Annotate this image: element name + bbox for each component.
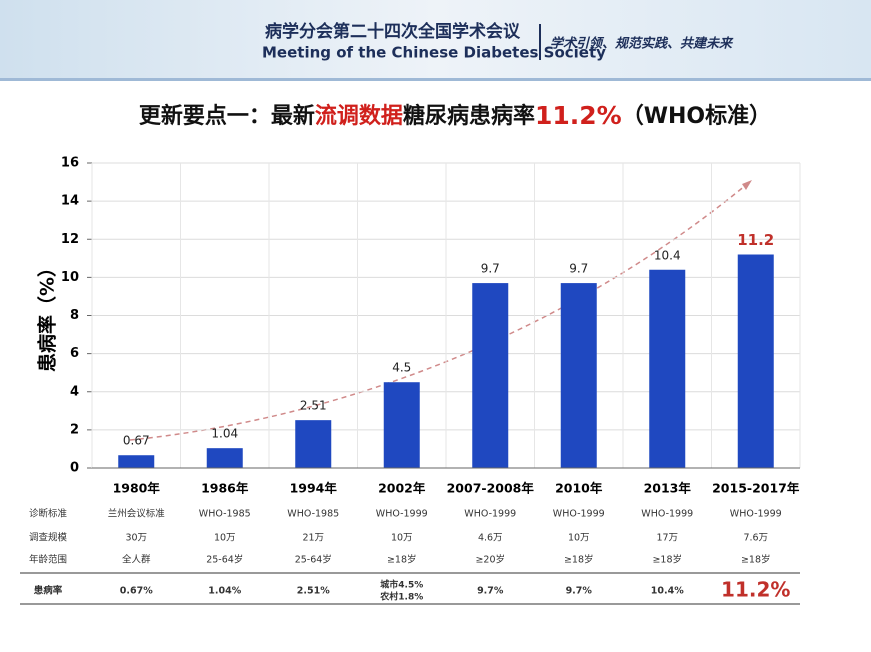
bar <box>118 455 155 468</box>
table-cell: WHO-1999 <box>376 509 428 520</box>
y-tick-label: 0 <box>70 461 79 476</box>
header-band <box>0 0 871 78</box>
table-cell: 17万 <box>656 533 678 544</box>
table-cell: 兰州会议标准 <box>108 508 166 520</box>
table-cell: WHO-1999 <box>464 509 516 520</box>
y-tick-label: 8 <box>70 308 79 323</box>
table-cell: 25-64岁 <box>295 554 332 566</box>
row-label: 患病率 <box>34 585 63 597</box>
row-label: 调查规模 <box>29 532 68 544</box>
y-tick-label: 2 <box>70 422 79 437</box>
x-tick-label: 2010年 <box>555 481 603 496</box>
y-tick-label: 14 <box>61 194 79 209</box>
table-cell: WHO-1985 <box>287 509 339 520</box>
table-cell: ≥20岁 <box>475 554 505 566</box>
bar <box>737 254 774 468</box>
trend-arrow-head <box>742 180 752 190</box>
x-tick-label: 1980年 <box>113 481 161 496</box>
value-label: 0.67 <box>123 434 150 448</box>
header-subtitle: Meeting of the Chinese Diabetes Society <box>262 44 606 62</box>
bar <box>206 448 243 468</box>
table-cell: 30万 <box>125 533 147 544</box>
x-tick-label: 2015-2017年 <box>712 481 800 496</box>
x-tick-label: 1994年 <box>290 481 338 496</box>
bar <box>649 269 686 468</box>
x-tick-label: 2002年 <box>378 481 426 496</box>
table-cell: 11.2% <box>721 578 790 602</box>
header-rule <box>0 78 871 81</box>
row-label: 诊断标准 <box>29 508 68 520</box>
table-cell: 城市4.5% <box>380 579 423 591</box>
table-cell: ≥18岁 <box>387 554 417 566</box>
header-slogan: 学术引领、规范实践、共建未来 <box>550 36 734 52</box>
table-cell: ≥18岁 <box>564 554 594 566</box>
y-axis-label: 患病率（%） <box>36 258 59 372</box>
row-label: 年龄范围 <box>29 554 67 566</box>
title-part: （WHO标准） <box>622 103 771 129</box>
table-cell: WHO-1999 <box>641 509 693 520</box>
title-part: 流调数据 <box>315 103 403 129</box>
x-tick-label: 2007-2008年 <box>447 481 535 496</box>
table-cell: ≥18岁 <box>652 554 682 566</box>
y-tick-label: 12 <box>61 232 79 247</box>
table-cell: 7.6万 <box>743 533 768 544</box>
x-tick-label: 1986年 <box>201 481 249 496</box>
table-cell: 全人群 <box>122 554 151 566</box>
x-tick-label: 2013年 <box>644 481 692 496</box>
table-cell: 农村1.8% <box>379 591 423 603</box>
table-cell: 25-64岁 <box>206 554 243 566</box>
value-label: 1.04 <box>211 427 238 441</box>
slide-title: 更新要点一：最新流调数据糖尿病患病率11.2%（WHO标准） <box>139 101 771 130</box>
table-cell: 10.4% <box>651 586 684 597</box>
header-title: 病学分会第二十四次全国学术会议 <box>265 21 521 42</box>
title-part: 糖尿病患病率 <box>403 103 535 129</box>
value-label: 4.5 <box>392 361 411 375</box>
y-tick-label: 16 <box>61 156 79 171</box>
y-tick-label: 10 <box>61 270 79 285</box>
table-cell: 1.04% <box>208 586 241 597</box>
value-label: 9.7 <box>481 262 500 276</box>
bar <box>472 283 509 468</box>
y-tick-label: 4 <box>70 384 79 399</box>
trend-arrow <box>129 179 753 441</box>
value-label: 2.51 <box>300 399 327 413</box>
table-cell: WHO-1999 <box>553 509 605 520</box>
table-cell: 21万 <box>302 533 324 544</box>
title-part: 更新要点一：最新 <box>139 103 315 129</box>
bar <box>295 420 332 468</box>
table-cell: 4.6万 <box>478 533 503 544</box>
y-tick-label: 6 <box>70 346 79 361</box>
table-cell: 0.67% <box>120 586 153 597</box>
table-cell: WHO-1985 <box>199 509 251 520</box>
value-label: 11.2 <box>737 231 774 249</box>
table-cell: 9.7% <box>566 586 593 597</box>
table-cell: 2.51% <box>297 586 330 597</box>
table-cell: 9.7% <box>477 586 504 597</box>
table-cell: 10万 <box>214 533 236 544</box>
table-cell: 10万 <box>391 533 413 544</box>
value-label: 9.7 <box>569 262 588 276</box>
bar <box>383 382 420 468</box>
bar <box>560 283 597 468</box>
value-label: 10.4 <box>654 248 681 262</box>
table-cell: WHO-1999 <box>730 509 782 520</box>
table-cell: ≥18岁 <box>741 554 771 566</box>
table-cell: 10万 <box>568 533 590 544</box>
title-part: 11.2% <box>535 101 622 130</box>
